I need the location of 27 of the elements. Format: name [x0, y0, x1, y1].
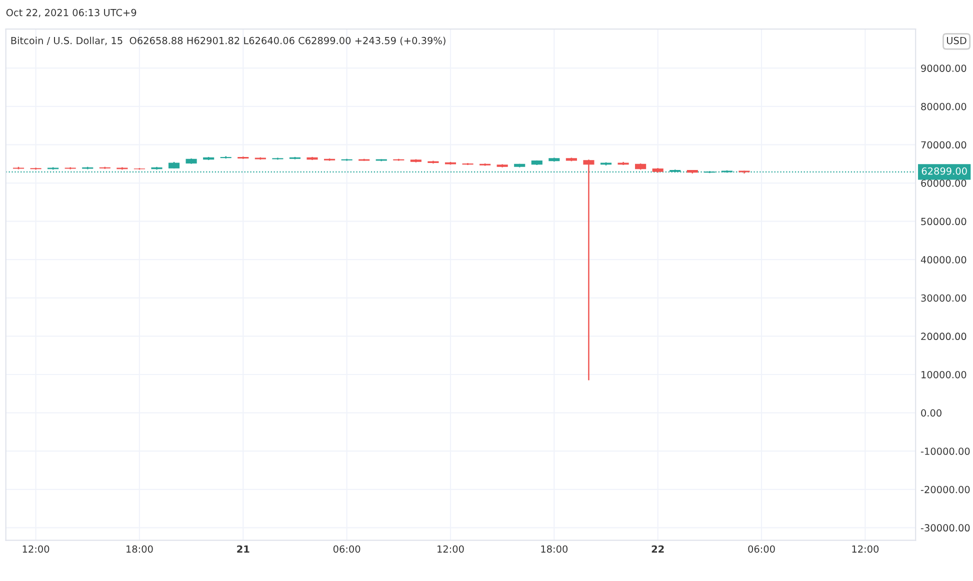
x-tick-label: 18:00 — [126, 545, 153, 553]
y-tick-label: 10000.00 — [922, 370, 966, 378]
y-tick-label: 40000.00 — [920, 256, 966, 264]
x-tick-label: 22 — [652, 545, 664, 553]
candlestick — [583, 159, 594, 381]
y-tick-label: -20000.00 — [920, 486, 970, 494]
y-axis-title: USD — [946, 36, 966, 44]
x-tick-label: 12:00 — [22, 545, 50, 553]
text: Bitcoin / U.S. Dollar, 15 O62658.88 H62901.82 L62640.06 C62899.00 +243.59 (+0.39%) — [11, 36, 446, 46]
y-tick-label: 70000.00 — [921, 141, 966, 149]
x-tick-label: 06:00 — [333, 545, 360, 553]
x-tick-label: 12:00 — [852, 545, 879, 553]
y-tick-label: 30000.00 — [921, 294, 966, 302]
x-tick-label: 06:00 — [748, 545, 775, 553]
y-tick-label: 50000.00 — [921, 218, 966, 226]
x-tick-label: 18:00 — [541, 545, 568, 553]
chart-title: Oct 22, 2021 06:13 UTC+9 — [6, 8, 136, 18]
y-tick-label: 20000.00 — [921, 332, 966, 340]
y-tick-label: -30000.00 — [920, 524, 970, 532]
x-tick-label: 12:00 — [438, 545, 464, 553]
x-tick-label: 21 — [237, 545, 250, 553]
ref-line-label: 62899.00 — [922, 167, 967, 175]
y-tick-label: 80000.00 — [921, 102, 966, 110]
y-tick-label: 0.00 — [921, 409, 942, 417]
y-tick-label: -10000.00 — [920, 448, 970, 455]
y-tick-label: 60000.00 — [921, 179, 966, 187]
y-tick-label: 90000.00 — [921, 64, 966, 72]
